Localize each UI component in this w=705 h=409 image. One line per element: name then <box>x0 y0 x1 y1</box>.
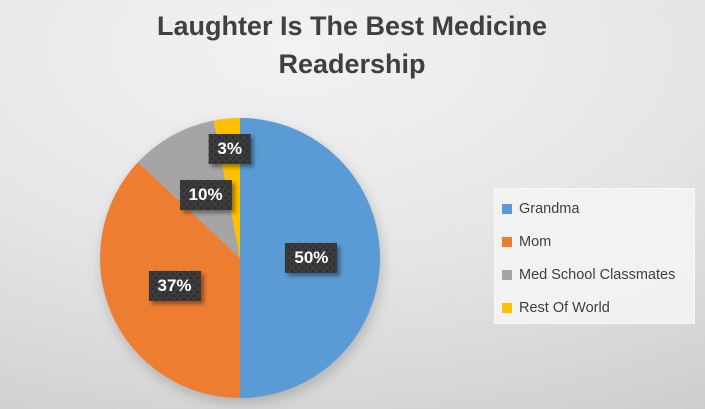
data-label-rest-of-world: 3% <box>208 134 251 164</box>
legend-item-rest-of-world: Rest Of World <box>502 291 694 324</box>
legend-swatch-icon <box>502 203 512 214</box>
chart-title: Laughter Is The Best Medicine Readership <box>156 11 548 79</box>
legend-label: Rest Of World <box>519 299 610 316</box>
legend-swatch-icon <box>502 236 512 247</box>
legend-label: Grandma <box>519 200 580 217</box>
data-label-grandma: 50% <box>285 243 337 273</box>
data-label-med-school-classmates: 10% <box>180 180 232 210</box>
legend-item-grandma: Grandma <box>502 192 694 225</box>
legend-item-med-school-classmates: Med School Classmates <box>502 258 694 291</box>
legend-swatch-icon <box>502 302 512 313</box>
legend-swatch-icon <box>502 269 512 280</box>
legend-label: Mom <box>519 233 552 250</box>
legend-label: Med School Classmates <box>519 266 676 283</box>
data-label-mom: 37% <box>148 271 200 301</box>
legend: Grandma Mom Med School Classmates Rest Of W… <box>494 188 695 324</box>
legend-item-mom: Mom <box>502 225 694 258</box>
